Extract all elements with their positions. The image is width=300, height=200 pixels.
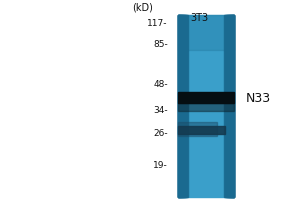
- Text: 48-: 48-: [153, 80, 168, 89]
- Bar: [178, 15, 182, 197]
- Bar: [227, 15, 234, 197]
- Bar: [178, 15, 180, 197]
- Bar: [178, 15, 186, 197]
- Bar: [230, 15, 234, 197]
- Bar: [228, 15, 234, 197]
- Bar: [232, 15, 234, 197]
- Bar: [178, 126, 225, 134]
- Bar: [178, 103, 234, 111]
- Bar: [178, 15, 234, 50]
- Bar: [225, 15, 234, 197]
- Bar: [178, 92, 234, 103]
- Text: 34-: 34-: [153, 106, 168, 115]
- Bar: [178, 15, 187, 197]
- Bar: [178, 15, 180, 197]
- Bar: [230, 15, 234, 197]
- Bar: [178, 15, 185, 197]
- Text: 117-: 117-: [147, 19, 168, 28]
- Bar: [178, 15, 188, 197]
- Bar: [178, 15, 183, 197]
- Bar: [227, 15, 234, 197]
- Bar: [231, 15, 234, 197]
- Bar: [178, 15, 179, 197]
- Bar: [178, 15, 186, 197]
- Text: 3T3: 3T3: [190, 13, 208, 23]
- Bar: [178, 15, 183, 197]
- Text: 85-: 85-: [153, 40, 168, 49]
- Bar: [178, 15, 187, 197]
- Bar: [233, 15, 234, 197]
- Bar: [229, 15, 234, 197]
- Bar: [178, 15, 181, 197]
- Bar: [178, 15, 184, 197]
- Bar: [228, 15, 234, 197]
- Text: 26-: 26-: [153, 129, 168, 138]
- Text: (kD): (kD): [132, 3, 153, 13]
- Bar: [224, 15, 234, 197]
- Bar: [226, 15, 234, 197]
- Bar: [178, 15, 184, 197]
- Bar: [178, 15, 188, 197]
- Bar: [232, 15, 234, 197]
- Text: N33: N33: [246, 92, 271, 105]
- Bar: [178, 15, 179, 197]
- Bar: [178, 122, 217, 136]
- Bar: [232, 15, 234, 197]
- Bar: [225, 15, 234, 197]
- Bar: [229, 15, 234, 197]
- Bar: [178, 15, 182, 197]
- Bar: [224, 15, 234, 197]
- Text: 19-: 19-: [153, 161, 168, 170]
- Bar: [226, 15, 234, 197]
- Bar: [178, 15, 234, 197]
- Bar: [178, 15, 185, 197]
- Bar: [231, 15, 234, 197]
- Bar: [178, 15, 182, 197]
